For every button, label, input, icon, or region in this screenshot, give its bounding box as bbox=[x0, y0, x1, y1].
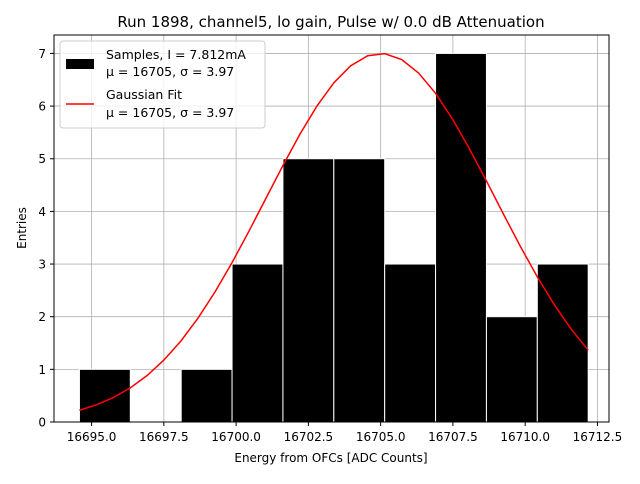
histogram-bar bbox=[282, 158, 335, 423]
histogram-bar bbox=[536, 263, 589, 423]
x-axis-ticks: 16695.0 16697.5 16700.0 16702.5 16705.0 16707… bbox=[67, 422, 622, 444]
y-axis-ticks: 0 1 2 3 4 5 6 7 bbox=[38, 47, 54, 430]
legend-fit-stats: μ = 16705, σ = 3.97 bbox=[106, 105, 234, 120]
legend-box bbox=[59, 40, 266, 129]
histogram-bar bbox=[435, 52, 487, 423]
legend-samples-swatch bbox=[66, 59, 94, 69]
y-tick-label: 0 bbox=[38, 416, 46, 430]
histogram-bar bbox=[231, 263, 284, 423]
y-tick-label: 4 bbox=[38, 205, 46, 219]
y-tick-label: 6 bbox=[38, 100, 46, 114]
histogram-bar bbox=[485, 316, 538, 423]
x-tick-label: 16695.0 bbox=[67, 430, 117, 444]
y-tick-label: 5 bbox=[38, 152, 46, 166]
histogram-bar bbox=[333, 158, 386, 423]
y-tick-label: 3 bbox=[38, 258, 46, 272]
x-tick-label: 16705.0 bbox=[356, 430, 406, 444]
histogram-bar bbox=[78, 368, 131, 423]
legend-samples-stats: μ = 16705, σ = 3.97 bbox=[106, 64, 234, 79]
legend-samples-label: Samples, I = 7.812mA bbox=[106, 47, 246, 62]
y-tick-label: 1 bbox=[38, 363, 46, 377]
chart-title: Run 1898, channel5, lo gain, Pulse w/ 0.… bbox=[117, 13, 544, 31]
y-tick-label: 2 bbox=[38, 310, 46, 324]
y-tick-label: 7 bbox=[38, 47, 46, 61]
legend: Samples, I = 7.812mA μ = 16705, σ = 3.97… bbox=[59, 40, 266, 129]
plot-frame bbox=[53, 34, 610, 423]
x-tick-label: 16702.5 bbox=[284, 430, 334, 444]
x-tick-label: 16697.5 bbox=[139, 430, 189, 444]
legend-fit-label: Gaussian Fit bbox=[106, 87, 182, 102]
gaussian-fit-line bbox=[79, 52, 589, 411]
y-axis-label: Entries bbox=[15, 207, 29, 249]
histogram-bar bbox=[180, 368, 233, 423]
x-axis-label: Energy from OFCs [ADC Counts] bbox=[234, 451, 427, 465]
histogram-bars bbox=[78, 52, 589, 423]
x-tick-label: 16700.0 bbox=[211, 430, 261, 444]
x-tick-label: 16707.5 bbox=[428, 430, 478, 444]
histogram-bar bbox=[384, 263, 437, 423]
x-tick-label: 16710.0 bbox=[500, 430, 550, 444]
x-tick-label: 16712.5 bbox=[573, 430, 623, 444]
